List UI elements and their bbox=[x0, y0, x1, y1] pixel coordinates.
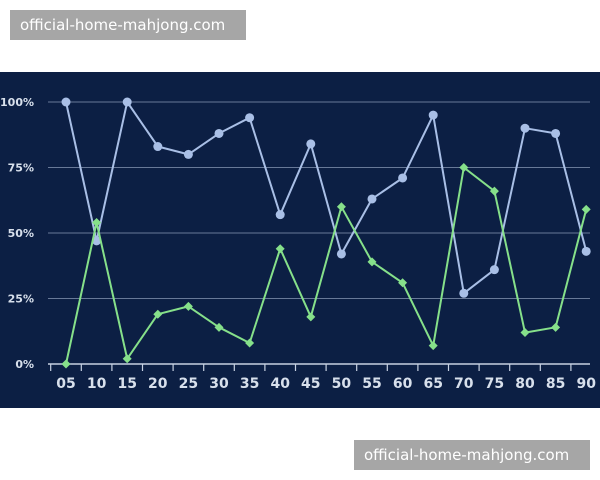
x-tick-label: 25 bbox=[179, 376, 198, 392]
x-tick-label: 50 bbox=[332, 376, 352, 392]
x-tick-label: 10 bbox=[87, 376, 107, 392]
series-1-point bbox=[245, 113, 255, 123]
y-tick-label: 75% bbox=[8, 162, 34, 175]
series-1-point bbox=[367, 194, 377, 204]
series-lines bbox=[61, 97, 591, 369]
series-2-point bbox=[336, 202, 346, 212]
x-axis-tick-labels: 05 10 15 20 25 30 35 40 45 50 55 60 65 70 75 80 85 90 bbox=[56, 376, 596, 392]
x-axis bbox=[48, 363, 590, 371]
x-tick-label: 45 bbox=[301, 376, 320, 392]
y-tick-label: 50% bbox=[8, 227, 34, 240]
series-1-point bbox=[336, 249, 346, 259]
series-1-point bbox=[122, 97, 132, 107]
x-tick-label: 65 bbox=[423, 376, 442, 392]
series-2-point bbox=[61, 359, 71, 369]
series-1-point bbox=[581, 246, 591, 256]
series-2-point bbox=[275, 244, 285, 254]
x-tick-label: 80 bbox=[515, 376, 535, 392]
series-1-point bbox=[183, 149, 193, 159]
series-1-point bbox=[214, 128, 224, 138]
series-2-point bbox=[428, 341, 438, 351]
series-1-point bbox=[61, 97, 71, 107]
series-2-point bbox=[92, 218, 102, 228]
x-tick-label: 55 bbox=[362, 376, 381, 392]
series-1-point bbox=[92, 236, 102, 246]
series-1-point bbox=[275, 210, 285, 220]
line-chart-svg: 0% 25% 50% 75% 100% 05 10 15 20 25 30 35 40 45 50 55 60… bbox=[0, 96, 596, 392]
x-tick-label: 40 bbox=[270, 376, 290, 392]
series-2-point bbox=[459, 163, 469, 172]
series-1-point bbox=[520, 123, 530, 133]
series-1-point bbox=[551, 128, 561, 138]
series-2-point bbox=[214, 322, 224, 332]
watermark-bottom: official-home-mahjong.com bbox=[354, 440, 590, 470]
grid-lines bbox=[48, 101, 590, 299]
x-tick-label: 85 bbox=[546, 376, 565, 392]
watermark-top: official-home-mahjong.com bbox=[10, 10, 246, 40]
series-1-point bbox=[398, 173, 408, 183]
y-axis-tick-labels: 0% 25% 50% 75% 100% bbox=[0, 96, 34, 371]
series-2-point bbox=[367, 257, 377, 267]
x-tick-label: 30 bbox=[209, 376, 229, 392]
series-2-point bbox=[122, 354, 132, 364]
series-2-point bbox=[551, 322, 561, 332]
x-tick-label: 20 bbox=[148, 376, 168, 392]
x-tick-label: 75 bbox=[485, 376, 504, 392]
series-1-point bbox=[459, 288, 469, 298]
y-tick-label: 100% bbox=[0, 96, 34, 109]
series-1-point bbox=[306, 139, 316, 149]
series-1-point bbox=[489, 265, 499, 275]
x-tick-label: 70 bbox=[454, 376, 474, 392]
line-chart: 0% 25% 50% 75% 100% 05 10 15 20 25 30 35 40 45 50 55 60… bbox=[0, 72, 600, 408]
series-2-point bbox=[245, 338, 255, 348]
series-2-line bbox=[65, 166, 588, 365]
y-tick-label: 0% bbox=[15, 358, 34, 371]
series-2-point bbox=[520, 328, 530, 338]
series-2-point bbox=[153, 309, 163, 319]
y-tick-label: 25% bbox=[8, 293, 34, 306]
x-tick-label: 15 bbox=[117, 376, 136, 392]
x-tick-label: 60 bbox=[393, 376, 413, 392]
x-tick-label: 35 bbox=[240, 376, 259, 392]
x-tick-label: 05 bbox=[56, 376, 75, 392]
series-1-point bbox=[428, 110, 438, 120]
x-tick-label: 90 bbox=[576, 376, 596, 392]
series-2-point bbox=[398, 278, 408, 288]
series-2-point bbox=[489, 186, 499, 196]
series-2-point bbox=[306, 312, 316, 322]
series-2-point bbox=[183, 301, 193, 311]
series-2-point bbox=[581, 204, 591, 214]
series-1-point bbox=[153, 142, 163, 152]
series-1-line bbox=[65, 101, 588, 295]
